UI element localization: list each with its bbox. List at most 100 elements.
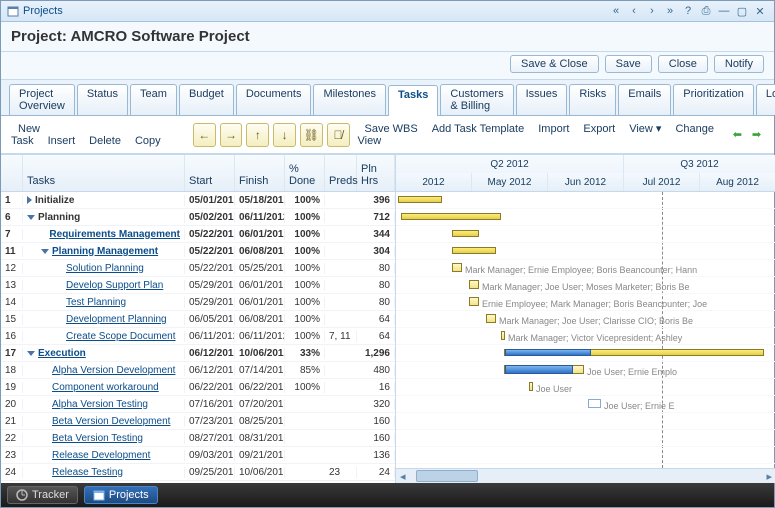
gantt-bar[interactable] <box>398 196 442 203</box>
toolbar-new-task-button[interactable]: New Task <box>11 120 41 150</box>
task-name[interactable]: Requirements Management <box>49 229 180 240</box>
status-tracker-tab[interactable]: Tracker <box>7 486 78 504</box>
gantt-bar[interactable]: Joe User; Ernie E <box>588 399 601 408</box>
task-row[interactable]: 19Component workaround06/22/201206/22/20… <box>1 379 395 396</box>
task-name[interactable]: Solution Planning <box>66 263 144 274</box>
maximize-icon[interactable]: ▢ <box>734 4 750 18</box>
gantt-bar[interactable]: Mark Manager; Ernie Employee; Boris Bean… <box>452 263 462 272</box>
tab-issues[interactable]: Issues <box>516 84 568 115</box>
task-name[interactable]: Alpha Version Testing <box>52 399 148 410</box>
toolbar-insert-button[interactable]: Insert <box>41 132 83 150</box>
scroll-right-icon[interactable]: ➡ <box>749 128 764 142</box>
tab-log[interactable]: Log <box>756 84 775 115</box>
gantt-bar[interactable]: Ernie Employee; Mark Manager; Boris Bean… <box>469 297 479 306</box>
col-pred[interactable]: Preds <box>325 155 357 191</box>
gantt-bar[interactable]: Mark Manager; Joe User; Clarisse CIO; Bo… <box>486 314 496 323</box>
task-row[interactable]: 6Planning05/02/201206/11/2012100%712 <box>1 209 395 226</box>
task-name[interactable]: Release Development <box>52 450 150 461</box>
tab-prioritization[interactable]: Prioritization <box>673 84 754 115</box>
scroll-left-icon[interactable]: ⬅ <box>730 128 745 142</box>
gantt-bar[interactable]: Joe User <box>529 382 533 391</box>
tab-team[interactable]: Team <box>130 84 177 115</box>
gantt-bar[interactable] <box>504 349 764 356</box>
toolbar-import-button[interactable]: Import <box>531 120 576 138</box>
gantt-bar[interactable]: Joe User; Ernie Emplo <box>504 365 584 374</box>
task-row[interactable]: 23Release Development09/03/201209/21/201… <box>1 447 395 464</box>
task-name[interactable]: Execution <box>38 348 86 359</box>
task-name[interactable]: Create Scope Document <box>66 331 176 342</box>
col-finish[interactable]: Finish <box>235 155 285 191</box>
expand-icon[interactable] <box>27 196 32 204</box>
action-save-button[interactable]: Save <box>605 55 652 73</box>
task-name[interactable]: Beta Version Testing <box>52 433 143 444</box>
tab-documents[interactable]: Documents <box>236 84 312 115</box>
gantt-bar[interactable]: Mark Manager; Victor Vicepresident; Ashl… <box>501 331 505 340</box>
task-row[interactable]: 20Alpha Version Testing07/16/201207/20/2… <box>1 396 395 413</box>
task-row[interactable]: 17Execution06/12/201210/06/201233%1,296 <box>1 345 395 362</box>
tab-risks[interactable]: Risks <box>569 84 616 115</box>
nav-last-icon[interactable]: » <box>662 4 678 18</box>
tab-budget[interactable]: Budget <box>179 84 234 115</box>
task-name[interactable]: Planning Management <box>52 246 158 257</box>
collapse-icon[interactable] <box>27 351 35 356</box>
gantt-bar[interactable]: Mark Manager; Joe User; Moses Marketer; … <box>469 280 479 289</box>
link-icon[interactable]: ⛓ <box>300 123 323 147</box>
tab-status[interactable]: Status <box>77 84 128 115</box>
nav-first-icon[interactable]: « <box>608 4 624 18</box>
task-name[interactable]: Develop Support Plan <box>66 280 163 291</box>
tab-customers-billing[interactable]: Customers & Billing <box>440 84 513 115</box>
task-row[interactable]: 16Create Scope Document06/11/201206/11/2… <box>1 328 395 345</box>
task-row[interactable]: 1Initialize05/01/201205/18/2012100%396 <box>1 192 395 209</box>
toolbar-export-button[interactable]: Export <box>576 120 622 138</box>
gantt-bar[interactable] <box>401 213 501 220</box>
tab-tasks[interactable]: Tasks <box>388 85 438 116</box>
horizontal-scrollbar[interactable]: ◂ ▸ <box>396 468 775 483</box>
task-row[interactable]: 14Test Planning05/29/201206/01/2012100%8… <box>1 294 395 311</box>
action-close-button[interactable]: Close <box>658 55 708 73</box>
unlink-icon[interactable]: ⛓̸ <box>327 123 350 147</box>
gantt-bar[interactable] <box>452 230 479 237</box>
status-projects-tab[interactable]: Projects <box>84 486 158 504</box>
task-row[interactable]: 13Develop Support Plan05/29/201206/01/20… <box>1 277 395 294</box>
scrollbar-thumb[interactable] <box>416 470 478 482</box>
action-save-close-button[interactable]: Save & Close <box>510 55 599 73</box>
help-icon[interactable]: ? <box>680 4 696 18</box>
gantt-bar[interactable] <box>452 247 496 254</box>
task-row[interactable]: 21Beta Version Development07/23/201208/2… <box>1 413 395 430</box>
col-done[interactable]: % Done <box>285 155 325 191</box>
task-row[interactable]: 12Solution Planning05/22/201205/25/20121… <box>1 260 395 277</box>
minimize-icon[interactable]: — <box>716 4 732 18</box>
task-name[interactable]: Release Testing <box>52 467 123 478</box>
task-name[interactable]: Development Planning <box>66 314 167 325</box>
scroll-left-btn[interactable]: ◂ <box>396 470 410 483</box>
task-name[interactable]: Alpha Version Development <box>52 365 175 376</box>
nav-next-icon[interactable]: › <box>644 4 660 18</box>
nav-up-icon[interactable]: ↑ <box>246 123 269 147</box>
col-hrs[interactable]: Pln Hrs <box>357 155 395 191</box>
toolbar-delete-button[interactable]: Delete <box>82 132 128 150</box>
scroll-right-btn[interactable]: ▸ <box>762 470 775 483</box>
task-row[interactable]: 22Beta Version Testing08/27/201208/31/20… <box>1 430 395 447</box>
toolbar-copy-button[interactable]: Copy <box>128 132 168 150</box>
collapse-icon[interactable] <box>27 215 35 220</box>
tab-project-overview[interactable]: Project Overview <box>9 84 75 115</box>
tab-milestones[interactable]: Milestones <box>313 84 386 115</box>
task-name[interactable]: Beta Version Development <box>52 416 170 427</box>
action-notify-button[interactable]: Notify <box>714 55 764 73</box>
toolbar-view--button[interactable]: View ▾ <box>622 120 668 138</box>
col-start[interactable]: Start <box>185 155 235 191</box>
task-name[interactable]: Test Planning <box>66 297 126 308</box>
task-row[interactable]: 18Alpha Version Development06/12/201207/… <box>1 362 395 379</box>
task-row[interactable]: 15Development Planning06/05/201206/08/20… <box>1 311 395 328</box>
nav-down-icon[interactable]: ↓ <box>273 123 296 147</box>
col-task[interactable]: Tasks <box>23 155 185 191</box>
close-icon[interactable]: ✕ <box>752 4 768 18</box>
print-icon[interactable]: ⎙ <box>698 4 714 18</box>
task-name[interactable]: Component workaround <box>52 382 159 393</box>
nav-left-icon[interactable]: ← <box>193 123 216 147</box>
nav-right-icon[interactable]: → <box>220 123 243 147</box>
task-row[interactable]: 11Planning Management05/22/201206/08/201… <box>1 243 395 260</box>
tab-emails[interactable]: Emails <box>618 84 671 115</box>
task-row[interactable]: 24Release Testing09/25/201210/06/2012232… <box>1 464 395 481</box>
nav-prev-icon[interactable]: ‹ <box>626 4 642 18</box>
